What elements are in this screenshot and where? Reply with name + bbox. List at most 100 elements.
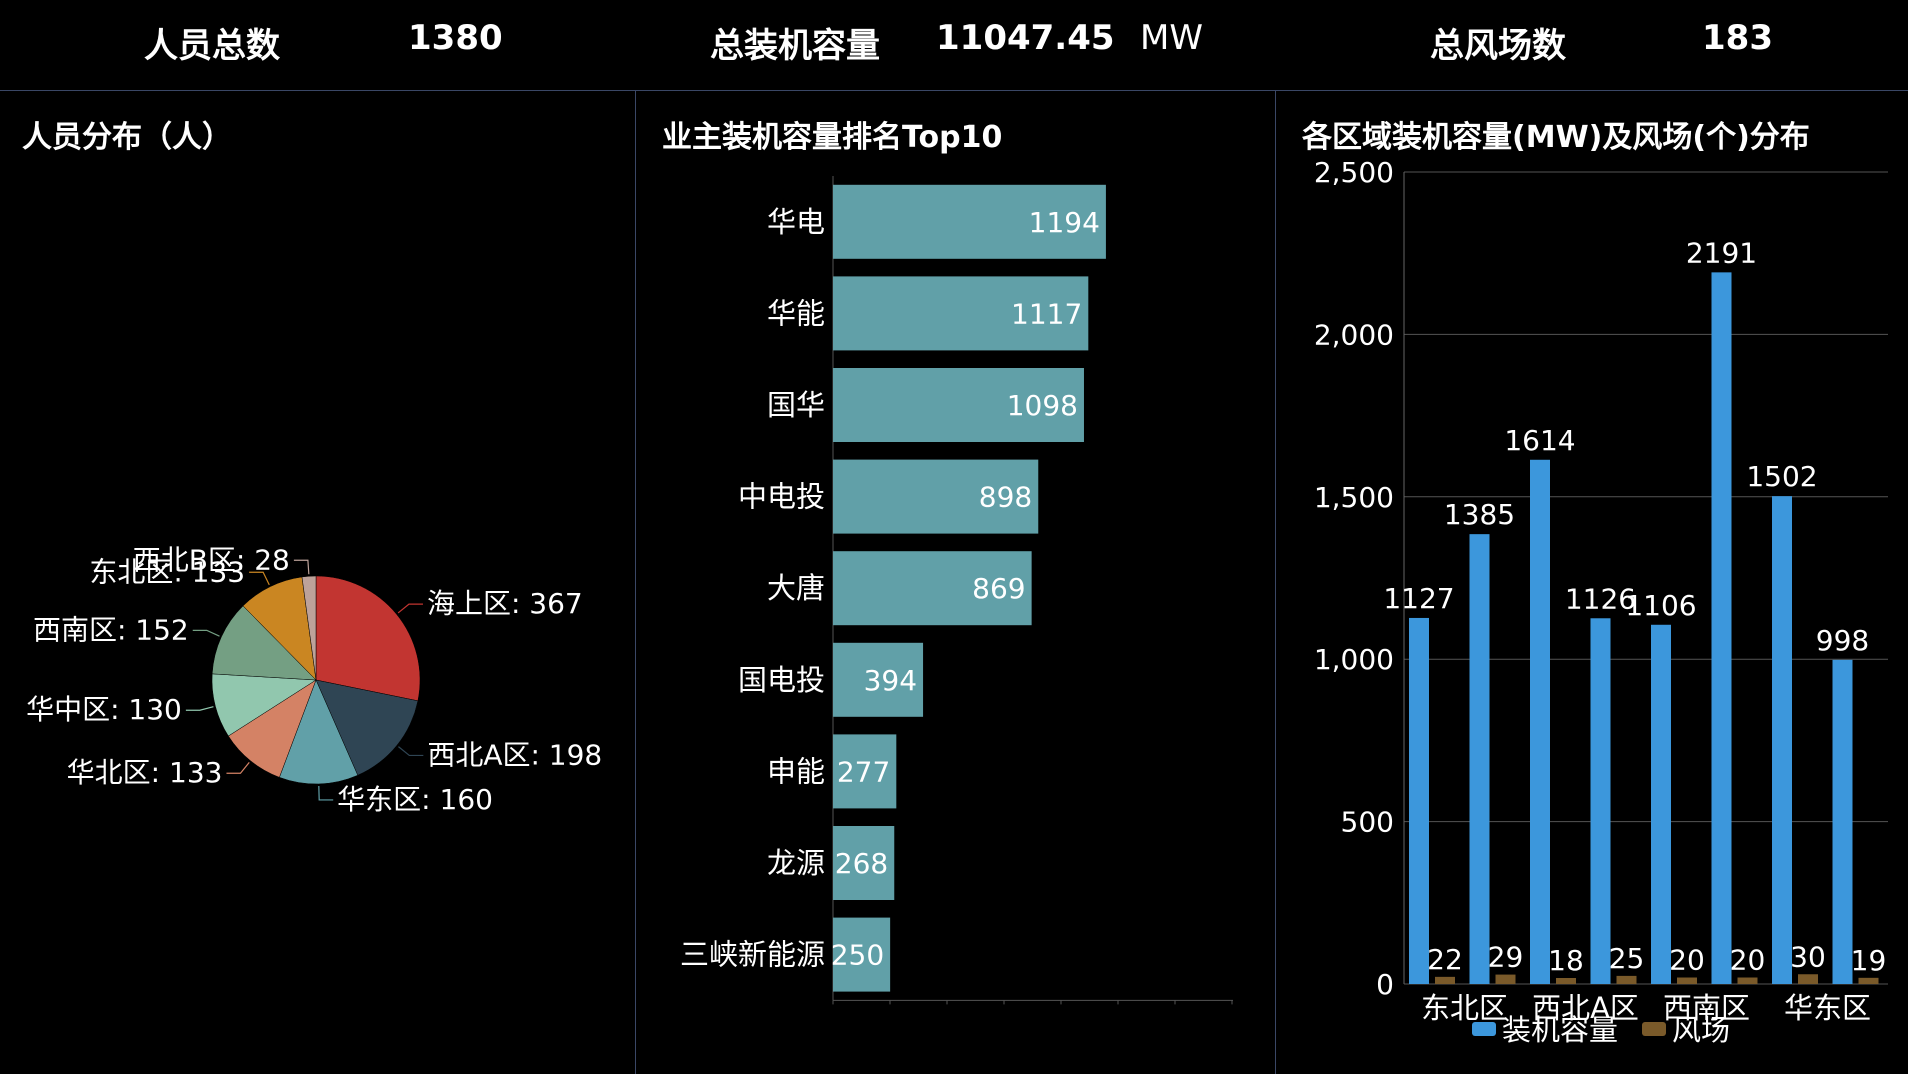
owner-bar: [833, 368, 1084, 442]
people-total-value: 1380: [408, 18, 503, 58]
region-bar-chart-title: 各区域装机容量(MW)及风场(个)分布: [1302, 120, 1810, 155]
owner-category-label: 申能: [767, 754, 825, 788]
farm-total-label: 总风场数: [1430, 26, 1566, 66]
pie-slice-label: 西南区: 152: [33, 613, 189, 646]
legend-label: 风场: [1672, 1013, 1730, 1047]
pie-label-line: [398, 746, 424, 757]
farm-value-label: 20: [1669, 944, 1705, 977]
farm-value-label: 29: [1488, 941, 1524, 974]
panel-divider: [1275, 90, 1276, 1074]
owner-bar-chart-title: 业主装机容量排名Top10: [662, 120, 1003, 155]
pie-label-line: [397, 603, 423, 614]
owner-category-label: 三峡新能源: [680, 938, 825, 972]
owner-value-label: 1098: [1007, 389, 1078, 422]
farm-total-value: 183: [1702, 18, 1773, 58]
panel-divider: [635, 90, 636, 1074]
capacity-bar: [1590, 618, 1611, 984]
owner-bar: [833, 459, 1039, 534]
capacity-value-label: 2191: [1686, 236, 1757, 269]
capacity-bar: [1651, 624, 1671, 984]
legend-label: 装机容量: [1502, 1013, 1618, 1047]
x-tick-label: 华东区: [1784, 991, 1871, 1025]
pie-slice-label: 华中区: 130: [26, 693, 182, 726]
owner-bar: [833, 276, 1089, 351]
owner-value-label: 1117: [1011, 297, 1082, 330]
owner-bar: [833, 734, 897, 809]
farm-bar: [1798, 974, 1818, 984]
owner-category-label: 中电投: [738, 480, 825, 514]
farm-bar: [1858, 977, 1879, 984]
y-tick-label: 500: [1341, 806, 1394, 839]
capacity-total-value: 11047.45: [936, 18, 1115, 58]
farm-value-label: 19: [1851, 944, 1887, 977]
owner-category-label: 华能: [767, 296, 825, 330]
capacity-bar: [1832, 659, 1853, 984]
owner-category-label: 华电: [767, 205, 825, 239]
pie-slice: [211, 605, 317, 681]
legend-swatch: [1472, 1022, 1496, 1036]
farm-bar: [1616, 975, 1637, 984]
pie-slice-label: 华东区: 160: [337, 783, 493, 816]
x-tick-label: 西南区: [1663, 991, 1750, 1025]
summary-bar: 人员总数 1380 总装机容量 11047.45 MW 总风场数 183: [0, 0, 1908, 91]
pie-chart: 海上区: 367 西北A区: 198 华东区: 160 华北区: 133 华中区: 13…: [26, 543, 602, 816]
owner-bar: [833, 184, 1106, 259]
legend-swatch: [1642, 1022, 1666, 1036]
pie-chart-title: 人员分布（人）: [22, 120, 232, 155]
y-tick-label: 1,500: [1314, 481, 1394, 514]
capacity-bar: [1530, 459, 1550, 984]
capacity-value-label: 998: [1816, 624, 1869, 657]
pie-slice-label: 华北区: 133: [67, 756, 223, 789]
pie-label-line: [293, 559, 310, 575]
pie-slice: [315, 575, 421, 702]
owner-bar: [833, 551, 1032, 626]
farm-value-label: 25: [1609, 942, 1645, 975]
pie-slice: [301, 575, 317, 681]
owner-bar: [833, 917, 891, 992]
owner-bar: [833, 642, 924, 717]
owner-category-label: 国华: [767, 388, 825, 422]
farm-value-label: 30: [1790, 940, 1826, 973]
owner-bar: [833, 826, 895, 900]
owner-bar-chart: 华电 1194 华能 1117 国华 1098 中电投 898 大唐 869 国电投 394 申能 277…: [680, 176, 1233, 1005]
farm-value-label: 20: [1730, 944, 1766, 977]
capacity-value-label: 1502: [1746, 460, 1817, 493]
pie-slice-label: 东北区: 133: [89, 555, 245, 588]
capacity-value-label: 1385: [1444, 498, 1515, 531]
people-total-label: 人员总数: [144, 26, 280, 66]
capacity-bar: [1409, 617, 1429, 984]
farm-value-label: 22: [1427, 943, 1463, 976]
farm-bar: [1677, 977, 1697, 984]
pie-label-line: [192, 629, 220, 637]
pie-slice: [315, 679, 419, 776]
farm-bar: [1737, 977, 1758, 984]
y-tick-label: 1,000: [1314, 643, 1394, 676]
y-tick-label: 0: [1376, 968, 1394, 1001]
y-tick-label: 2,500: [1314, 156, 1394, 189]
x-tick-label: 西北A区: [1532, 991, 1639, 1025]
owner-value-label: 268: [835, 847, 888, 880]
farm-bar: [1495, 974, 1516, 984]
owner-value-label: 1194: [1029, 206, 1100, 239]
owner-category-label: 龙源: [767, 846, 825, 880]
x-tick-label: 东北区: [1421, 991, 1508, 1025]
pie-slice: [279, 679, 359, 785]
owner-category-label: 国电投: [738, 663, 825, 697]
capacity-unit: MW: [1140, 18, 1203, 58]
pie-slice-label: 西北B区: 28: [133, 543, 290, 576]
farm-bar: [1556, 978, 1576, 984]
capacity-value-label: 1126: [1565, 582, 1636, 615]
pie-slice-label: 西北A区: 198: [427, 738, 602, 771]
owner-value-label: 250: [831, 939, 884, 972]
pie-label-line: [318, 785, 334, 801]
owner-value-label: 394: [864, 664, 917, 697]
capacity-bar: [1711, 272, 1732, 984]
owner-value-label: 898: [979, 481, 1032, 514]
pie-label-line: [249, 571, 270, 586]
capacity-value-label: 1127: [1383, 582, 1454, 615]
region-bar-chart: 0 500 1,000 1,500 2,000 2,500 1127 22 1385 29 1614…: [1314, 156, 1888, 1047]
pie-slice-label: 海上区: 367: [427, 587, 583, 620]
y-tick-label: 2,000: [1314, 318, 1394, 351]
pie-label-line: [226, 761, 250, 774]
capacity-bar: [1772, 496, 1792, 984]
